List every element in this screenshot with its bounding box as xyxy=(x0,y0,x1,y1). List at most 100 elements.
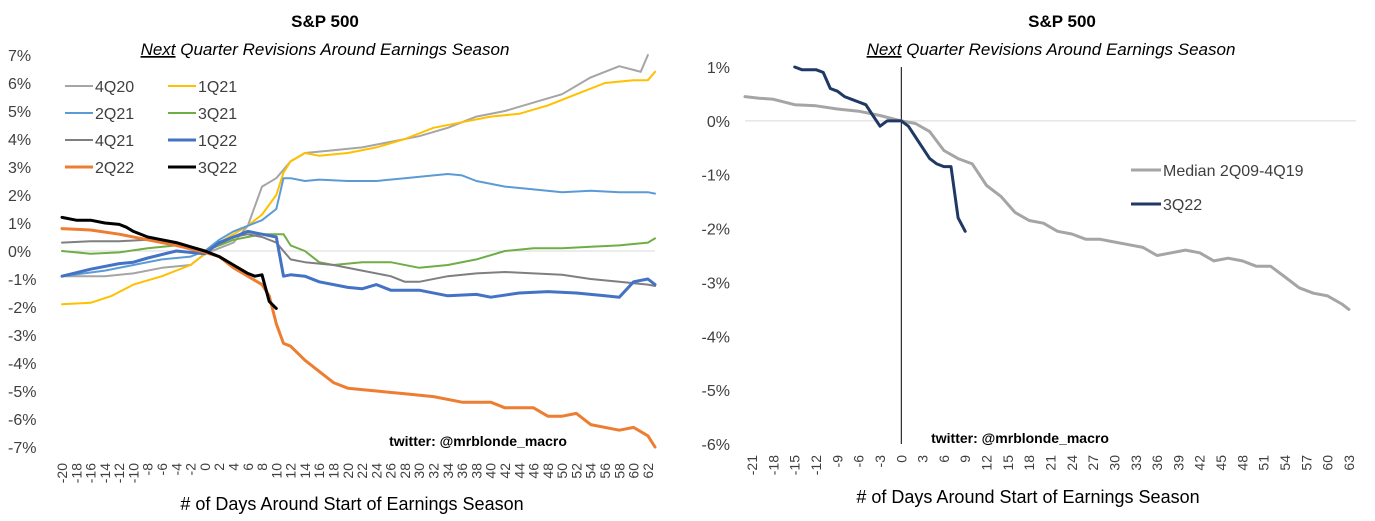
left-x-tick-label: 42 xyxy=(497,463,513,479)
left-credit-annotation: twitter: @mrblonde_macro xyxy=(389,433,567,449)
right-series-line xyxy=(793,65,967,233)
right-x-tick-label: 15 xyxy=(1000,455,1016,471)
right-series-line xyxy=(743,95,1351,311)
left-y-tick-label: 4% xyxy=(8,132,31,149)
left-x-tick-label: 12 xyxy=(283,463,299,479)
left-x-tick-label: 0 xyxy=(197,463,213,471)
right-y-tick-label: -1% xyxy=(702,168,730,185)
left-legend-label: 1Q21 xyxy=(198,79,237,96)
left-legend-label: 3Q21 xyxy=(198,106,237,123)
left-x-tick-label: -14 xyxy=(97,463,113,483)
right-x-tick-label: 57 xyxy=(1298,455,1314,471)
right-x-tick-label: 24 xyxy=(1064,455,1080,471)
left-x-tick-label: 52 xyxy=(568,463,584,479)
left-series-line xyxy=(61,173,656,278)
right-y-tick-label: -5% xyxy=(702,383,730,400)
right-y-tick-label: 1% xyxy=(707,60,730,77)
right-x-tick-label: 27 xyxy=(1085,455,1101,471)
left-x-tick-label: 50 xyxy=(554,463,570,479)
left-x-axis-title: # of Days Around Start of Earnings Seaso… xyxy=(180,494,523,514)
left-legend-label: 4Q21 xyxy=(95,133,134,150)
left-series-line xyxy=(61,54,649,278)
left-series-line xyxy=(61,70,656,306)
right-y-tick-label: 0% xyxy=(707,114,730,131)
left-legend-label: 3Q22 xyxy=(198,160,237,177)
left-x-tick-label: 20 xyxy=(340,463,356,479)
left-x-tick-label: 30 xyxy=(411,463,427,479)
right-x-tick-label: 36 xyxy=(1149,455,1165,471)
left-x-tick-label: 18 xyxy=(325,463,341,479)
right-y-tick-label: -2% xyxy=(702,222,730,239)
left-x-tick-label: -8 xyxy=(140,463,156,476)
left-legend-label: 4Q20 xyxy=(95,79,134,96)
left-chart-title: S&P 500 xyxy=(291,12,359,31)
left-x-tick-label: 56 xyxy=(597,463,613,479)
right-x-tick-label: -18 xyxy=(765,455,781,475)
right-chart-panel: S&P 500 Next Quarter Revisions Around Ea… xyxy=(690,0,1375,521)
left-x-tick-label: 2 xyxy=(211,463,227,471)
right-x-tick-label: -3 xyxy=(872,455,888,468)
left-y-tick-label: 3% xyxy=(8,160,31,177)
right-x-tick-label: 33 xyxy=(1128,455,1144,471)
right-x-axis-title: # of Days Around Start of Earnings Seaso… xyxy=(856,487,1199,507)
left-x-tick-label: 34 xyxy=(440,463,456,479)
left-x-tick-label: 46 xyxy=(526,463,542,479)
right-x-tick-label: -21 xyxy=(744,455,760,475)
left-series-line xyxy=(61,233,656,287)
right-legend-label: Median 2Q09-4Q19 xyxy=(1163,163,1304,180)
right-x-tick-label: 48 xyxy=(1234,455,1250,471)
left-x-tick-label: 36 xyxy=(454,463,470,479)
left-x-tick-label: 24 xyxy=(368,463,384,479)
right-chart-subtitle: Next Quarter Revisions Around Earnings S… xyxy=(867,40,1236,59)
left-x-tick-label: 54 xyxy=(583,463,599,479)
left-x-tick-label: 4 xyxy=(225,463,241,471)
right-credit-annotation: twitter: @mrblonde_macro xyxy=(931,430,1109,446)
left-x-tick-label: 32 xyxy=(426,463,442,479)
right-x-tick-label: 12 xyxy=(979,455,995,471)
left-x-tick-label: 26 xyxy=(383,463,399,479)
left-x-tick-label: 48 xyxy=(540,463,556,479)
left-y-tick-label: -2% xyxy=(8,300,36,317)
right-subtitle-underlined: Next xyxy=(867,40,903,59)
left-y-tick-label: 6% xyxy=(8,76,31,93)
right-x-tick-label: 9 xyxy=(957,455,973,463)
left-x-tick-label: 28 xyxy=(397,463,413,479)
left-chart-subtitle: Next Quarter Revisions Around Earnings S… xyxy=(141,40,510,59)
left-x-tick-label: -20 xyxy=(54,463,70,483)
left-y-tick-label: -7% xyxy=(8,440,36,457)
left-y-tick-label: 0% xyxy=(8,244,31,261)
left-chart-svg: S&P 500 Next Quarter Revisions Around Ea… xyxy=(8,12,657,514)
left-x-tick-label: -2 xyxy=(183,463,199,476)
left-x-tick-label: -6 xyxy=(154,463,170,476)
left-x-tick-label: -10 xyxy=(125,463,141,483)
left-x-tick-label: 60 xyxy=(626,463,642,479)
left-series-line xyxy=(60,229,657,299)
left-x-tick-label: 8 xyxy=(254,463,270,471)
left-y-tick-label: -1% xyxy=(8,272,36,289)
left-y-tick-label: -5% xyxy=(8,384,36,401)
left-x-tick-label: 40 xyxy=(483,463,499,479)
right-x-tick-label: -15 xyxy=(787,455,803,475)
left-y-tick-label: -4% xyxy=(8,356,36,373)
right-x-tick-label: 54 xyxy=(1277,455,1293,471)
left-x-tick-label: 14 xyxy=(297,463,313,479)
left-x-tick-label: 6 xyxy=(240,463,256,471)
right-x-tick-label: 42 xyxy=(1192,455,1208,471)
left-chart-panel: S&P 500 Next Quarter Revisions Around Ea… xyxy=(8,12,657,514)
left-series-line xyxy=(60,215,278,310)
right-chart-svg: S&P 500 Next Quarter Revisions Around Ea… xyxy=(702,12,1357,507)
left-y-tick-label: 1% xyxy=(8,216,31,233)
left-x-tick-label: -12 xyxy=(111,463,127,483)
right-x-tick-label: 6 xyxy=(936,455,952,463)
left-y-tick-label: 2% xyxy=(8,188,31,205)
left-x-tick-label: -4 xyxy=(168,463,184,476)
right-x-tick-label: 18 xyxy=(1021,455,1037,471)
left-y-tick-label: 7% xyxy=(8,48,31,65)
right-x-tick-label: -9 xyxy=(829,455,845,468)
left-x-tick-label: 22 xyxy=(354,463,370,479)
left-y-tick-label: -3% xyxy=(8,328,36,345)
right-subtitle-rest: Quarter Revisions Around Earnings Season xyxy=(902,40,1236,59)
left-legend-label: 2Q21 xyxy=(95,106,134,123)
right-x-tick-label: -6 xyxy=(851,455,867,468)
right-x-tick-label: 60 xyxy=(1320,455,1336,471)
